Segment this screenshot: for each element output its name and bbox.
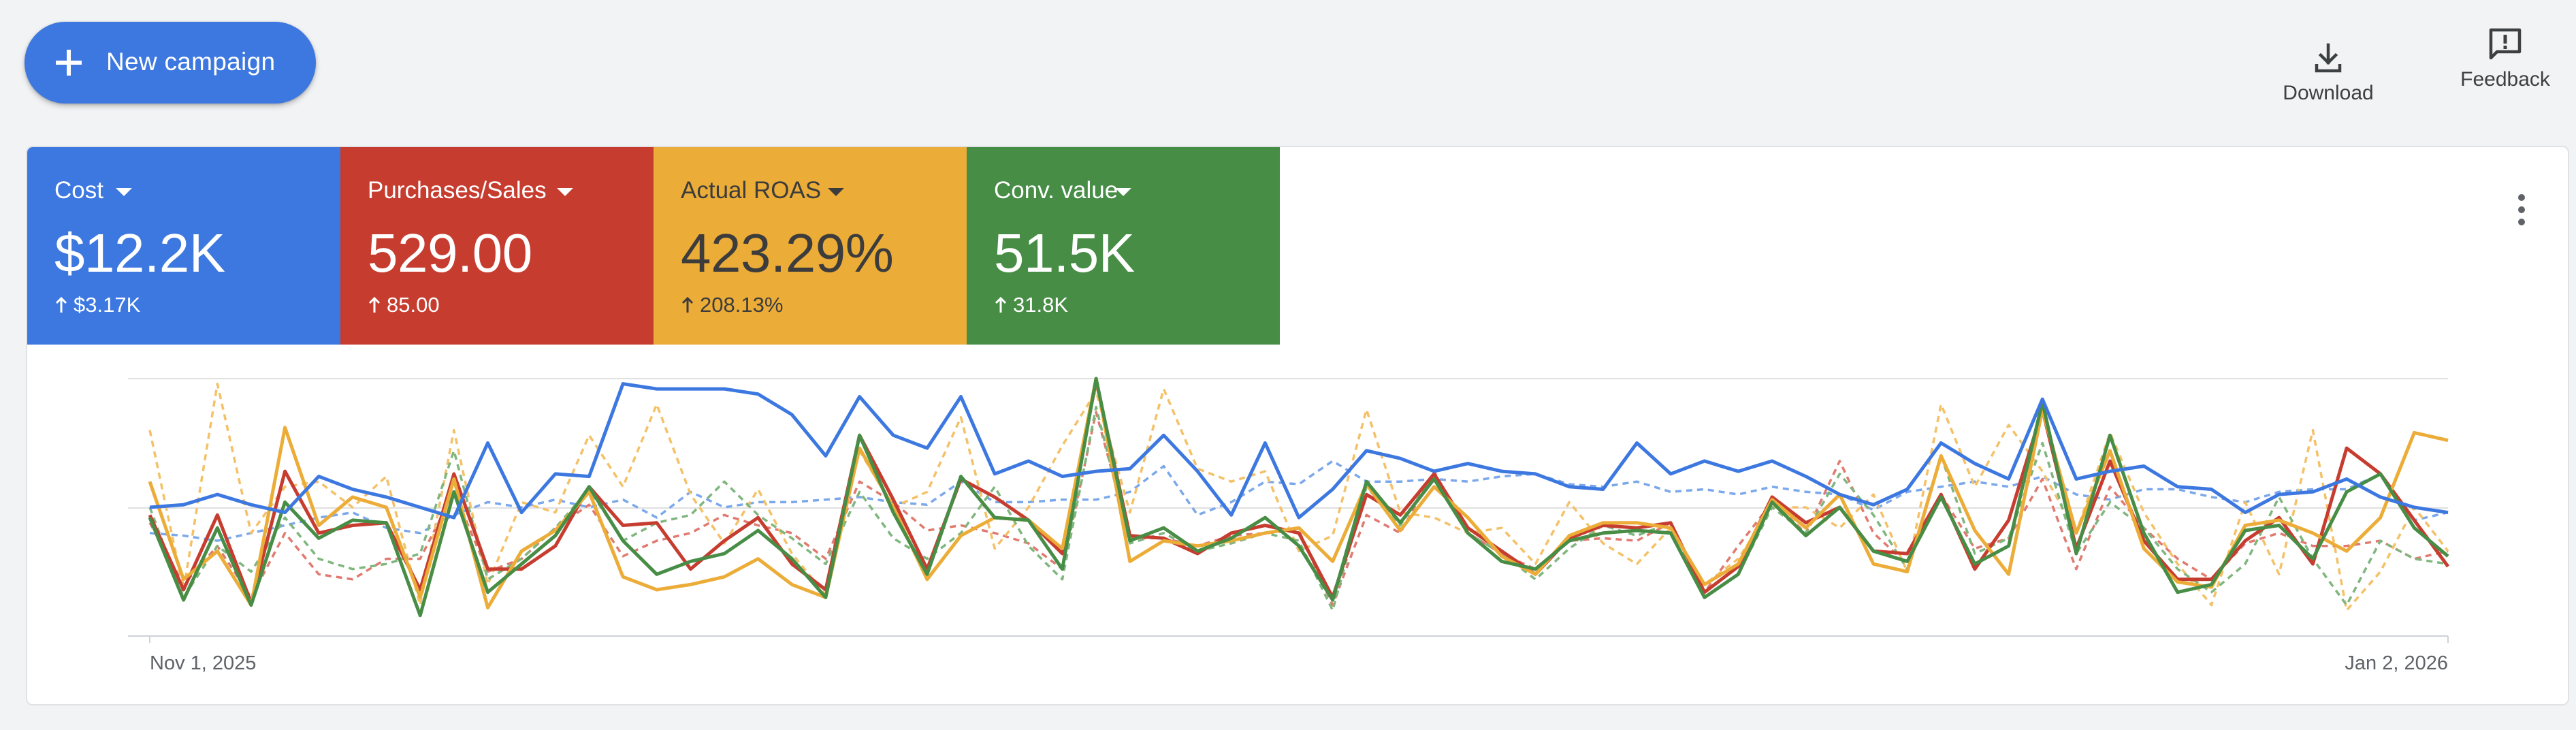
feedback-icon bbox=[2489, 28, 2522, 60]
metric-delta-value: 85.00 bbox=[387, 293, 440, 317]
metric-delta-value: $3.17K bbox=[74, 293, 141, 317]
metric-delta-value: 208.13% bbox=[700, 293, 784, 317]
more-vert-icon[interactable] bbox=[2508, 191, 2535, 229]
caret-down-icon bbox=[1115, 188, 1131, 196]
metric-delta-value: 31.8K bbox=[1013, 293, 1069, 317]
series-line-7 bbox=[148, 405, 2449, 612]
x-axis-end-label: Jan 2, 2026 bbox=[2345, 652, 2448, 674]
series-group bbox=[148, 377, 2450, 618]
metric-delta: $3.17K bbox=[54, 293, 140, 317]
metric-tile-cost[interactable]: Cost $12.2K $3.17K bbox=[27, 147, 340, 345]
new-campaign-label: New campaign bbox=[106, 48, 276, 76]
arrow-up-icon bbox=[368, 296, 381, 313]
metric-delta: 85.00 bbox=[368, 293, 440, 317]
download-button[interactable]: Download bbox=[2274, 41, 2383, 105]
caret-down-icon bbox=[116, 188, 132, 196]
metric-name: Purchases/Sales bbox=[368, 177, 547, 204]
x-axis-start-label: Nov 1, 2025 bbox=[150, 652, 257, 674]
metric-name: Actual ROAS bbox=[681, 177, 822, 204]
metric-value: 51.5K bbox=[994, 223, 1135, 283]
caret-down-icon bbox=[828, 188, 844, 196]
series-line-0 bbox=[149, 382, 2449, 520]
series-line-6 bbox=[148, 382, 2449, 612]
download-label: Download bbox=[2283, 82, 2374, 104]
plus-icon bbox=[56, 50, 82, 76]
series-line-5 bbox=[148, 411, 2449, 607]
series-line-1 bbox=[148, 379, 2450, 605]
line-chart bbox=[128, 377, 2450, 643]
download-icon bbox=[2315, 43, 2342, 73]
feedback-button[interactable]: Feedback bbox=[2451, 26, 2560, 91]
performance-chart: Nov 1, 2025 Jan 2, 2026 bbox=[27, 147, 2568, 704]
metric-value: 529.00 bbox=[368, 223, 532, 283]
feedback-label: Feedback bbox=[2460, 68, 2550, 91]
metric-name: Conv. value bbox=[994, 177, 1118, 204]
metric-delta: 208.13% bbox=[681, 293, 783, 317]
arrow-up-icon bbox=[681, 296, 694, 313]
metric-value: $12.2K bbox=[54, 223, 225, 283]
metric-tile-roas[interactable]: Actual ROAS 423.29% 208.13% bbox=[654, 147, 967, 345]
metric-tile-purchases[interactable]: Purchases/Sales 529.00 85.00 bbox=[340, 147, 654, 345]
series-line-2 bbox=[148, 377, 2449, 609]
metric-delta: 31.8K bbox=[994, 293, 1068, 317]
metric-value: 423.29% bbox=[681, 223, 894, 283]
arrow-up-icon bbox=[55, 296, 67, 313]
performance-card: Cost $12.2K $3.17K Purchases/Sales 529.0… bbox=[26, 146, 2569, 705]
new-campaign-button[interactable]: New campaign bbox=[25, 22, 316, 104]
series-line-3 bbox=[148, 377, 2449, 618]
metric-name: Cost bbox=[54, 177, 103, 204]
caret-down-icon bbox=[557, 188, 573, 196]
metric-tile-conv-value[interactable]: Conv. value 51.5K 31.8K bbox=[967, 147, 1280, 345]
arrow-up-icon bbox=[995, 296, 1007, 313]
